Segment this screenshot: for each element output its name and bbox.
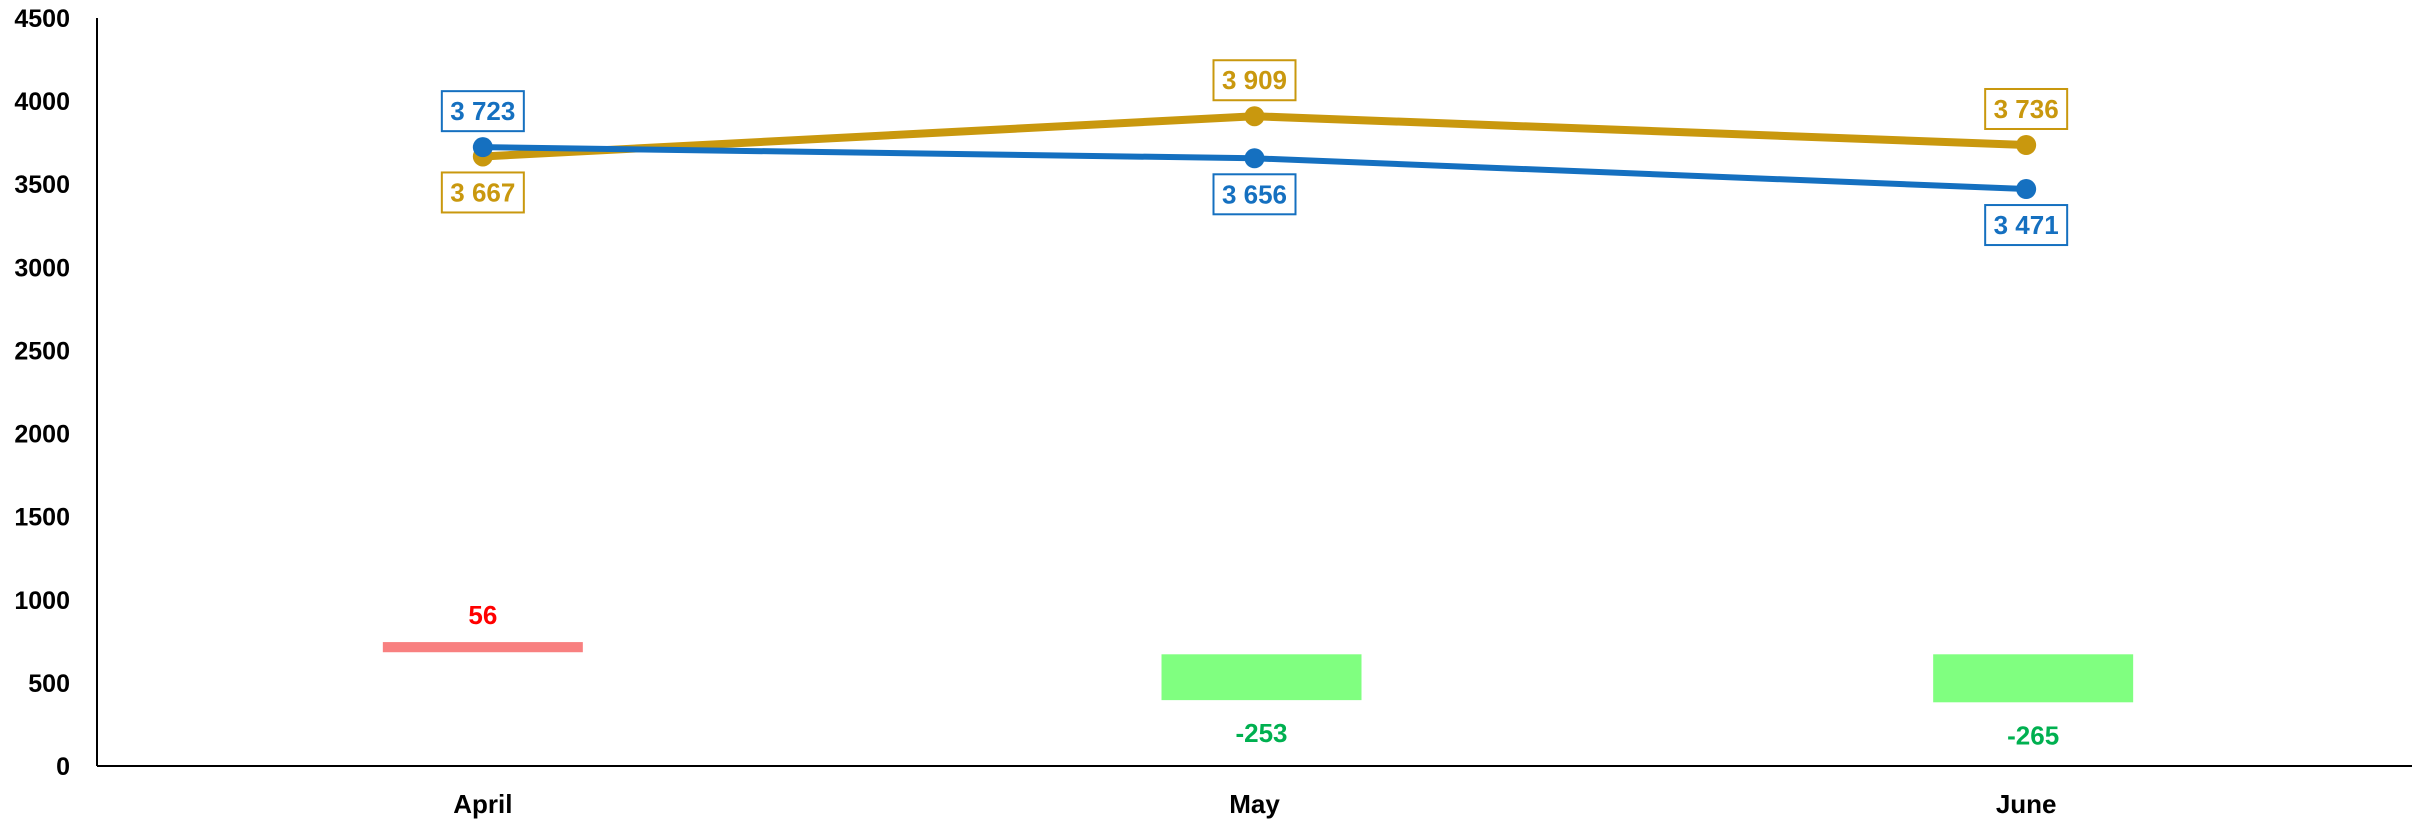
data-label: 3 667 [450, 177, 515, 207]
difference-label: 56 [468, 600, 497, 630]
data-point [2016, 179, 2037, 200]
data-label-box [1212, 173, 1297, 216]
difference-bar [1161, 654, 1362, 701]
x-tick-label: June [1996, 789, 2057, 819]
y-tick-label: 2500 [14, 337, 70, 365]
data-label: 3 471 [1994, 210, 2059, 240]
data-point [1244, 148, 1265, 169]
y-tick-label: 500 [28, 670, 70, 698]
data-label-box [440, 171, 525, 214]
series-lines [472, 106, 2037, 200]
data-label: 3 909 [1222, 65, 1287, 95]
x-axis: April May June [97, 765, 2412, 819]
y-tick-label: 4500 [14, 5, 70, 33]
y-axis: 0 500 1000 1500 2000 2500 3000 3500 4000 4500 [14, 5, 98, 781]
y-tick-label: 4000 [14, 88, 70, 116]
difference-label: -253 [1235, 718, 1287, 748]
data-label-box [440, 90, 525, 133]
y-tick-label: 3000 [14, 254, 70, 282]
difference-bar [382, 642, 583, 653]
y-tick-label: 0 [56, 753, 70, 781]
data-label: 3 723 [450, 96, 515, 126]
difference-bars [382, 642, 2134, 703]
data-labels: 56 -253 -265 3 667 3 723 3 909 3 656 3 736 3 471 [440, 59, 2069, 750]
y-tick-label: 2000 [14, 421, 70, 449]
x-tick-label: April [453, 789, 512, 819]
data-label-box [1212, 59, 1297, 102]
difference-bar [1933, 654, 2134, 703]
difference-label: -265 [2007, 720, 2059, 750]
y-tick-label: 3500 [14, 171, 70, 199]
y-tick-label: 1000 [14, 587, 70, 615]
data-label: 3 736 [1994, 94, 2059, 124]
data-label-box [1984, 204, 2069, 247]
data-label: 3 656 [1222, 179, 1287, 209]
data-point [2016, 134, 2037, 155]
y-tick-label: 1500 [14, 504, 70, 532]
data-point [472, 137, 493, 158]
x-tick-label: May [1229, 789, 1280, 819]
data-label-box [1984, 87, 2069, 130]
data-point [1244, 106, 1265, 127]
